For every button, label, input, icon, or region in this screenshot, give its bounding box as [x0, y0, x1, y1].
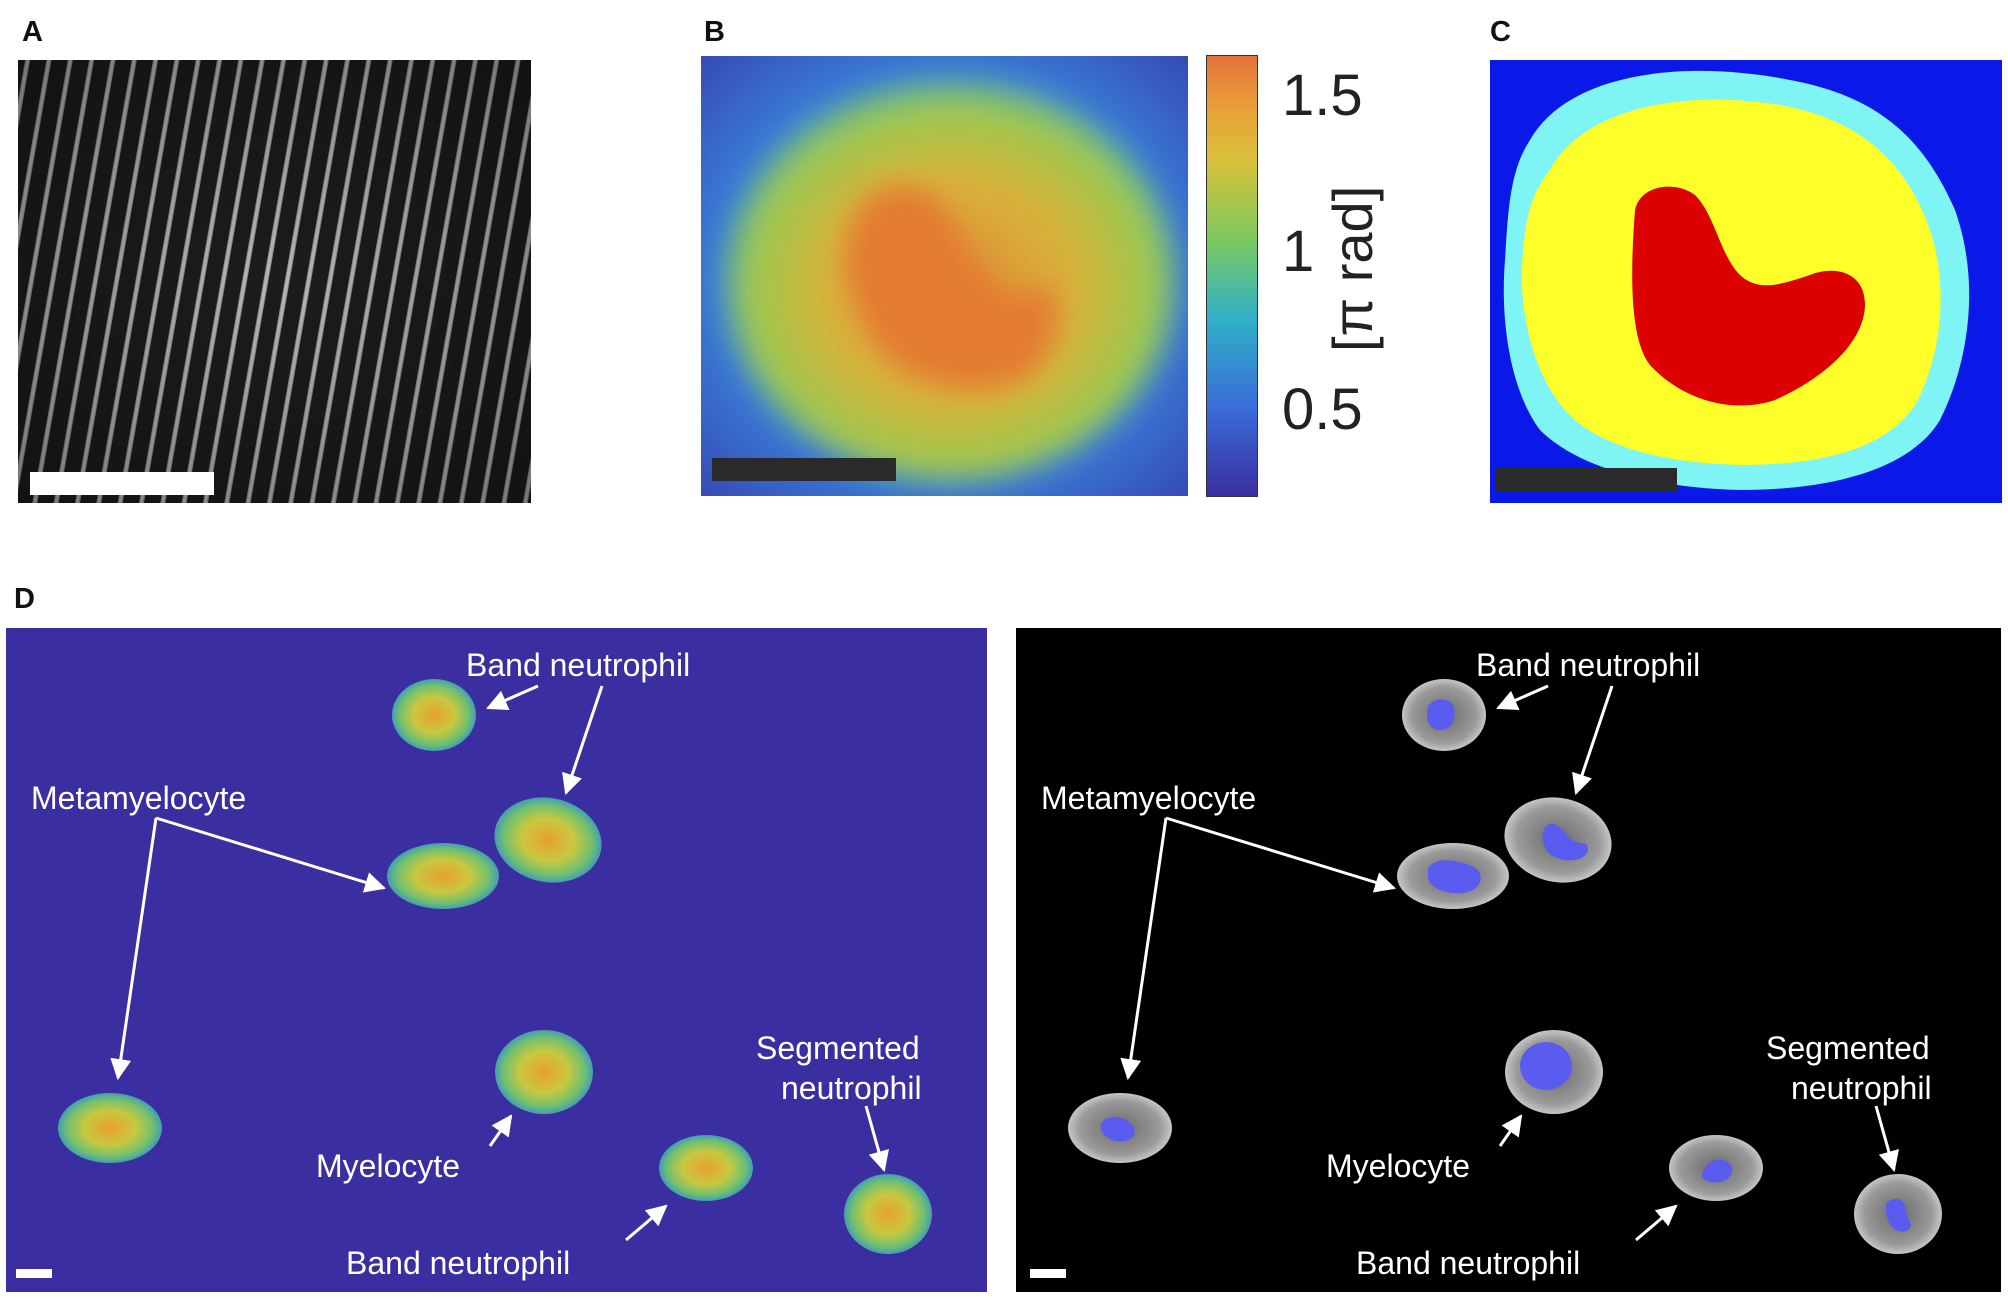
colorbar: [1206, 55, 1258, 497]
panel-label-d: D: [14, 583, 35, 615]
label-segmented-line2: neutrophil: [1791, 1070, 1932, 1106]
label-band-neutrophil-bottom: Band neutrophil: [1356, 1245, 1581, 1281]
label-segmented-line1: Segmented: [756, 1030, 920, 1066]
segmentation-image: [1490, 60, 2002, 503]
label-segmented-line1: Segmented: [1766, 1030, 1930, 1066]
cell-phase-field: Band neutrophil Metamyelocyte Myelocyte …: [6, 628, 987, 1292]
interferogram-image: [18, 60, 531, 503]
scale-bar: [1495, 468, 1677, 491]
label-myelocyte: Myelocyte: [1326, 1148, 1471, 1184]
colorbar-unit-label: [π rad]: [1321, 185, 1384, 352]
scale-bar: [16, 1269, 52, 1278]
label-metamyelocyte: Metamyelocyte: [31, 780, 247, 816]
phase-map-image: [701, 56, 1188, 496]
panel-label-c: C: [1490, 16, 1511, 48]
label-band-neutrophil-top: Band neutrophil: [1476, 647, 1701, 683]
panel-label-a: A: [22, 16, 43, 48]
label-band-neutrophil-top: Band neutrophil: [466, 647, 691, 683]
scale-bar: [30, 472, 214, 495]
colorbar-tick: 1: [1282, 219, 1315, 284]
label-segmented-line2: neutrophil: [781, 1070, 922, 1106]
colorbar-tick: 1.5: [1282, 63, 1363, 128]
label-myelocyte: Myelocyte: [316, 1148, 461, 1184]
label-band-neutrophil-bottom: Band neutrophil: [346, 1245, 571, 1281]
panel-label-b: B: [704, 16, 725, 48]
label-metamyelocyte: Metamyelocyte: [1041, 780, 1257, 816]
scale-bar: [712, 458, 896, 481]
cell-segmentation-field: Band neutrophil Metamyelocyte Myelocyte …: [1016, 628, 2001, 1292]
scale-bar: [1030, 1269, 1066, 1278]
colorbar-tick: 0.5: [1282, 377, 1363, 442]
